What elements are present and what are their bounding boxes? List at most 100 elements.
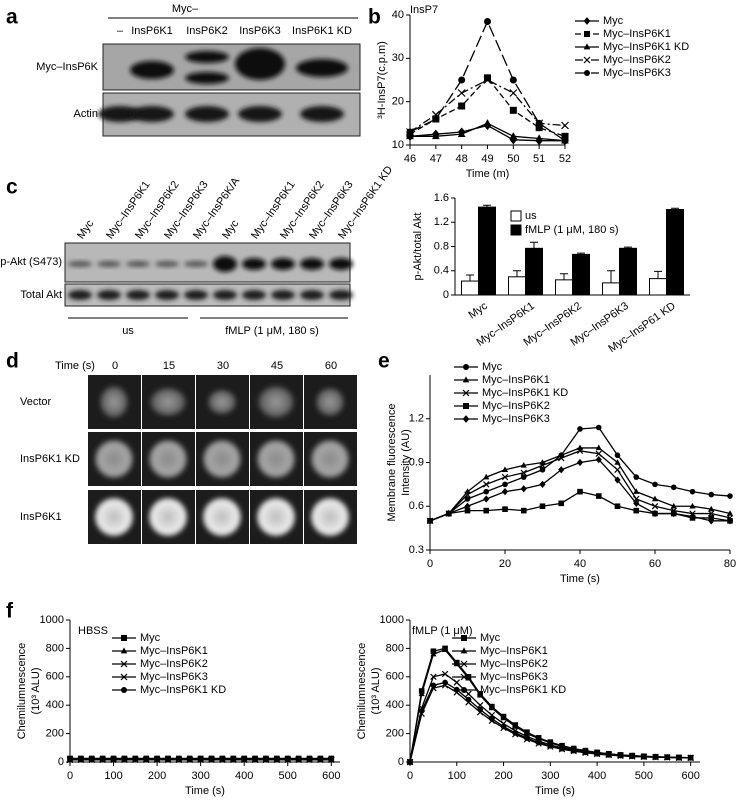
legend-label: Myc [140,632,161,644]
y-tick-label: 400 [46,699,64,711]
marker [561,132,569,140]
marker [464,502,471,510]
marker [651,495,659,502]
legend-label: Myc–InsP6K1 KD [603,41,689,53]
bar [508,276,526,296]
series-line [409,684,691,763]
y-tick-label: 1000 [40,614,64,626]
row-label: InsP6K1 [20,511,62,523]
y-axis-label: (10³ ALU) [370,667,382,714]
marker [295,756,302,762]
legend-label: Myc–InsP6K1 KD [140,684,226,696]
marker [670,484,677,491]
legend-label: Myc–InsP6K1 [482,374,550,386]
x-tick-label: 200 [148,770,166,782]
cell [257,385,295,419]
band [155,290,179,300]
band [130,61,174,79]
lane-label: InsP6K2 [186,25,228,37]
y-tick-label: 0 [443,289,449,301]
y-tick-label: 0.9 [409,456,424,468]
x-tick-label: 500 [279,770,297,782]
marker [418,708,425,714]
y-axis-label: (10³ ALU) [30,667,42,714]
band [130,106,174,122]
x-tick-label: 47 [430,153,442,165]
marker [633,499,640,507]
legend-label: Myc–InsP6K1 KD [482,387,568,399]
marker [577,488,583,495]
y-tick-label: 30 [392,52,404,64]
marker [629,753,635,760]
panel-letter: f [6,600,14,623]
marker [483,507,490,514]
marker [460,647,468,654]
marker [614,452,621,459]
marker [121,635,127,641]
marker [407,759,413,765]
x-tick-label: 60 [649,558,661,570]
marker [652,481,658,488]
marker [230,756,237,762]
y-axis-label: Chemilumnescence [16,643,28,740]
x-axis-label: Time (s) [535,785,575,797]
legend-label: Myc [603,15,624,27]
x-tick-label: 400 [235,770,253,782]
legend-label: Myc–InsP6K1 [140,645,208,657]
y-tick-label: 600 [46,671,64,683]
cell [310,497,350,537]
band [126,261,150,267]
marker [726,517,734,525]
y-tick-label: 10 [392,139,404,151]
y-axis-label: Intensity (AU) [400,429,412,496]
legend-label: Myc–InsP6K3 [603,67,671,79]
x-tick-label: 0 [427,558,433,570]
marker [483,488,490,495]
band [185,72,229,84]
marker [441,670,449,678]
marker [462,415,470,423]
band [68,290,92,300]
y-tick-label: 200 [386,728,404,740]
y-tick-label: 1.6 [434,192,449,204]
y-tick-label: 0.3 [409,544,424,556]
marker [120,660,128,668]
marker [186,756,193,762]
band [235,48,285,80]
marker [406,128,414,136]
bar [666,209,684,296]
marker [689,512,696,521]
marker [110,756,117,762]
marker [463,364,469,370]
band [213,256,237,272]
marker [465,690,472,698]
marker [502,481,508,488]
y-tick-label: 0 [398,756,404,768]
marker [558,500,565,507]
marker [432,115,440,123]
marker [132,756,139,762]
lane-label: – [117,25,124,37]
row-label: p-Akt (S473) [0,256,62,268]
marker [509,135,518,145]
lane-label: InsP6K1 KD [292,25,352,37]
marker [547,743,554,749]
marker [708,491,715,498]
marker [583,43,591,50]
marker [605,752,612,758]
y-tick-label: 1.2 [409,413,424,425]
marker [582,749,589,756]
marker [426,517,434,525]
x-axis-label: Time (s) [185,785,225,797]
marker [465,674,472,681]
band [271,258,295,270]
marker [464,496,471,502]
marker [418,690,425,697]
group-label: us [122,325,134,337]
x-tick-label: 52 [559,153,571,165]
marker [509,89,518,97]
marker [584,70,590,76]
marker [708,505,715,512]
legend-label: Myc–InsP6K1 [603,28,671,40]
